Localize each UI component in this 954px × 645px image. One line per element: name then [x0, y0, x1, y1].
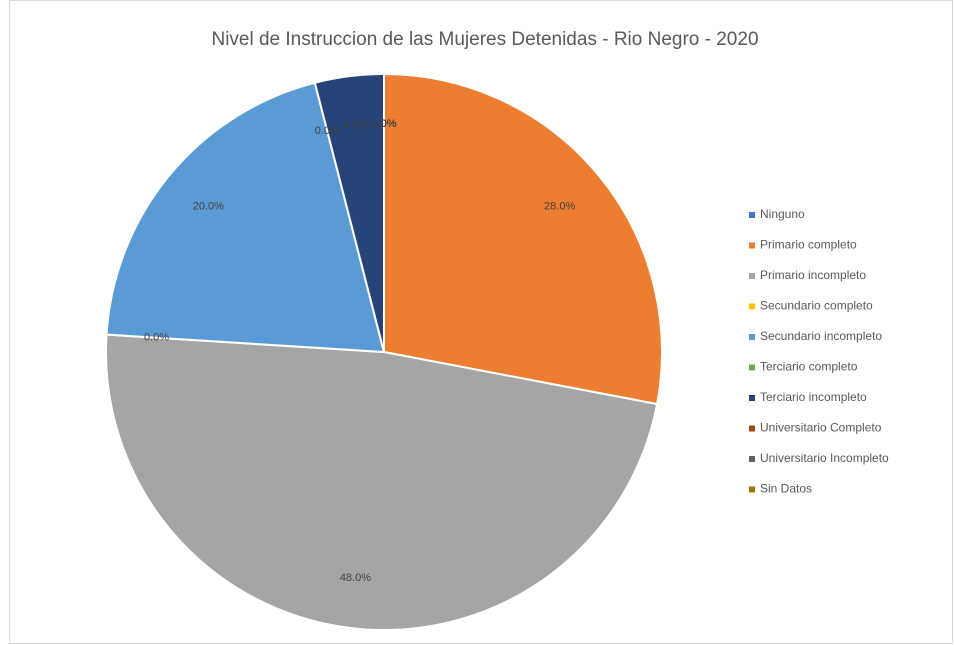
legend-label: Universitario Completo [760, 421, 882, 435]
legend-label: Universitario Incompleto [760, 451, 889, 465]
legend-label: Primario incompleto [760, 268, 866, 282]
pie-slice [105, 81, 386, 354]
data-label: 20.0% [193, 201, 224, 213]
data-label: 0.0% [371, 118, 396, 130]
data-label: 0.0% [315, 125, 340, 137]
data-label: 0.0% [371, 118, 396, 130]
legend-swatch [749, 212, 755, 218]
data-label: 48.0% [340, 572, 371, 584]
pie-slice [383, 72, 663, 406]
data-label: 28.0% [544, 201, 575, 213]
legend-label: Secundario completo [760, 299, 873, 313]
legend-swatch [749, 456, 755, 462]
legend-swatch [749, 242, 755, 249]
legend-label: Sin Datos [760, 482, 812, 496]
legend-label: Secundario incompleto [760, 329, 882, 343]
legend-swatch [749, 334, 755, 340]
legend-swatch [749, 303, 755, 310]
data-label: 0.0% [371, 118, 396, 130]
legend-swatch [749, 364, 755, 371]
data-label: 0.0% [144, 332, 169, 344]
legend-label: Ninguno [760, 207, 805, 221]
legend-swatch [749, 395, 755, 401]
legend-label: Terciario incompleto [760, 390, 867, 404]
legend-swatch [749, 425, 755, 432]
legend-swatch [749, 486, 755, 493]
legend-label: Terciario completo [760, 360, 858, 374]
legend-swatch [749, 273, 755, 279]
pie-slice [105, 333, 659, 631]
data-label: 0.0% [371, 118, 396, 130]
legend-label: Primario completo [760, 238, 857, 252]
chart-title: Nivel de Instruccion de las Mujeres Dete… [211, 29, 758, 50]
data-label: 4.0% [343, 120, 368, 132]
